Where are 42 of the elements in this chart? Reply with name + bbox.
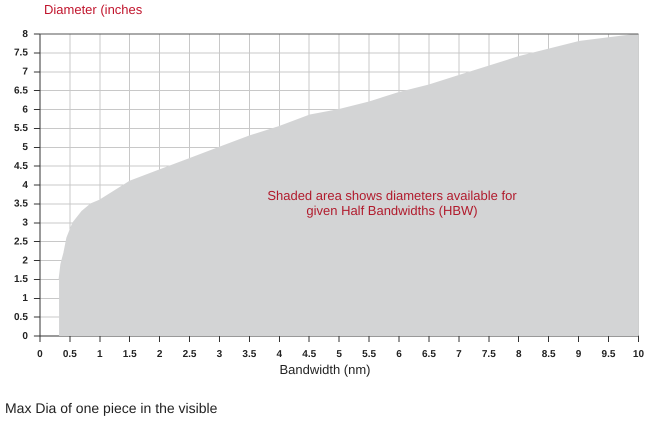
x-tick-label: 4 <box>276 348 283 360</box>
x-tick-label: 9 <box>576 348 582 360</box>
y-tick-label: 7.5 <box>14 48 28 59</box>
y-tick-label: 3.5 <box>14 198 28 210</box>
y-tick-label: 8 <box>22 28 28 40</box>
y-axis-title: Diameter (inches <box>44 2 142 17</box>
x-tick-label: 1.5 <box>122 348 138 360</box>
x-tick-label: 5.5 <box>362 348 376 360</box>
x-tick-label: 8 <box>516 348 522 360</box>
y-tick-label: 3 <box>22 218 28 228</box>
x-tick-label: 0 <box>37 348 44 360</box>
y-tick-label: 1.5 <box>14 274 28 286</box>
y-tick-label: 2 <box>22 255 28 266</box>
x-tick-label: 5 <box>336 348 342 360</box>
x-tick-label: 7 <box>456 348 462 360</box>
y-tick-label: 2.5 <box>14 236 28 248</box>
x-tick-label: 2.5 <box>182 348 197 360</box>
x-tick-label: 10 <box>632 348 644 360</box>
x-tick-label: 8.5 <box>542 348 556 360</box>
y-tick-label: 5.5 <box>14 123 28 134</box>
annotation: Shaded area shows diameters available for given Half Bandwidths (HBW) <box>266 188 518 218</box>
x-tick-label: 9.5 <box>602 348 616 360</box>
x-tick-label: 4.5 <box>302 348 317 360</box>
y-tick-label: 1 <box>22 293 28 304</box>
y-tick-label: 5 <box>22 142 28 153</box>
x-tick-label: 3.5 <box>242 348 257 360</box>
y-tick-label: 6 <box>22 104 28 116</box>
y-tick-label: 0 <box>22 330 28 342</box>
text: Max Dia of one piece in the visible <box>5 400 218 416</box>
x-tick-label: 2 <box>156 348 163 360</box>
x-tick-label: 6.5 <box>422 348 436 360</box>
y-tick-label: 7 <box>22 66 28 78</box>
x-tick-label: 3 <box>216 348 223 360</box>
x-axis-title: Bandwidth (nm) <box>278 362 372 377</box>
y-tick-label: 4 <box>22 180 28 191</box>
x-tick-label: 7.5 <box>482 348 496 360</box>
x-tick-label: 6 <box>396 348 402 360</box>
y-tick-label: 4.5 <box>14 160 28 172</box>
y-tick-label: 0.5 <box>14 312 28 323</box>
x-tick-label: 0.5 <box>62 348 78 360</box>
x-tick-label: 1 <box>96 348 103 360</box>
y-tick-label: 6.5 <box>14 85 28 96</box>
